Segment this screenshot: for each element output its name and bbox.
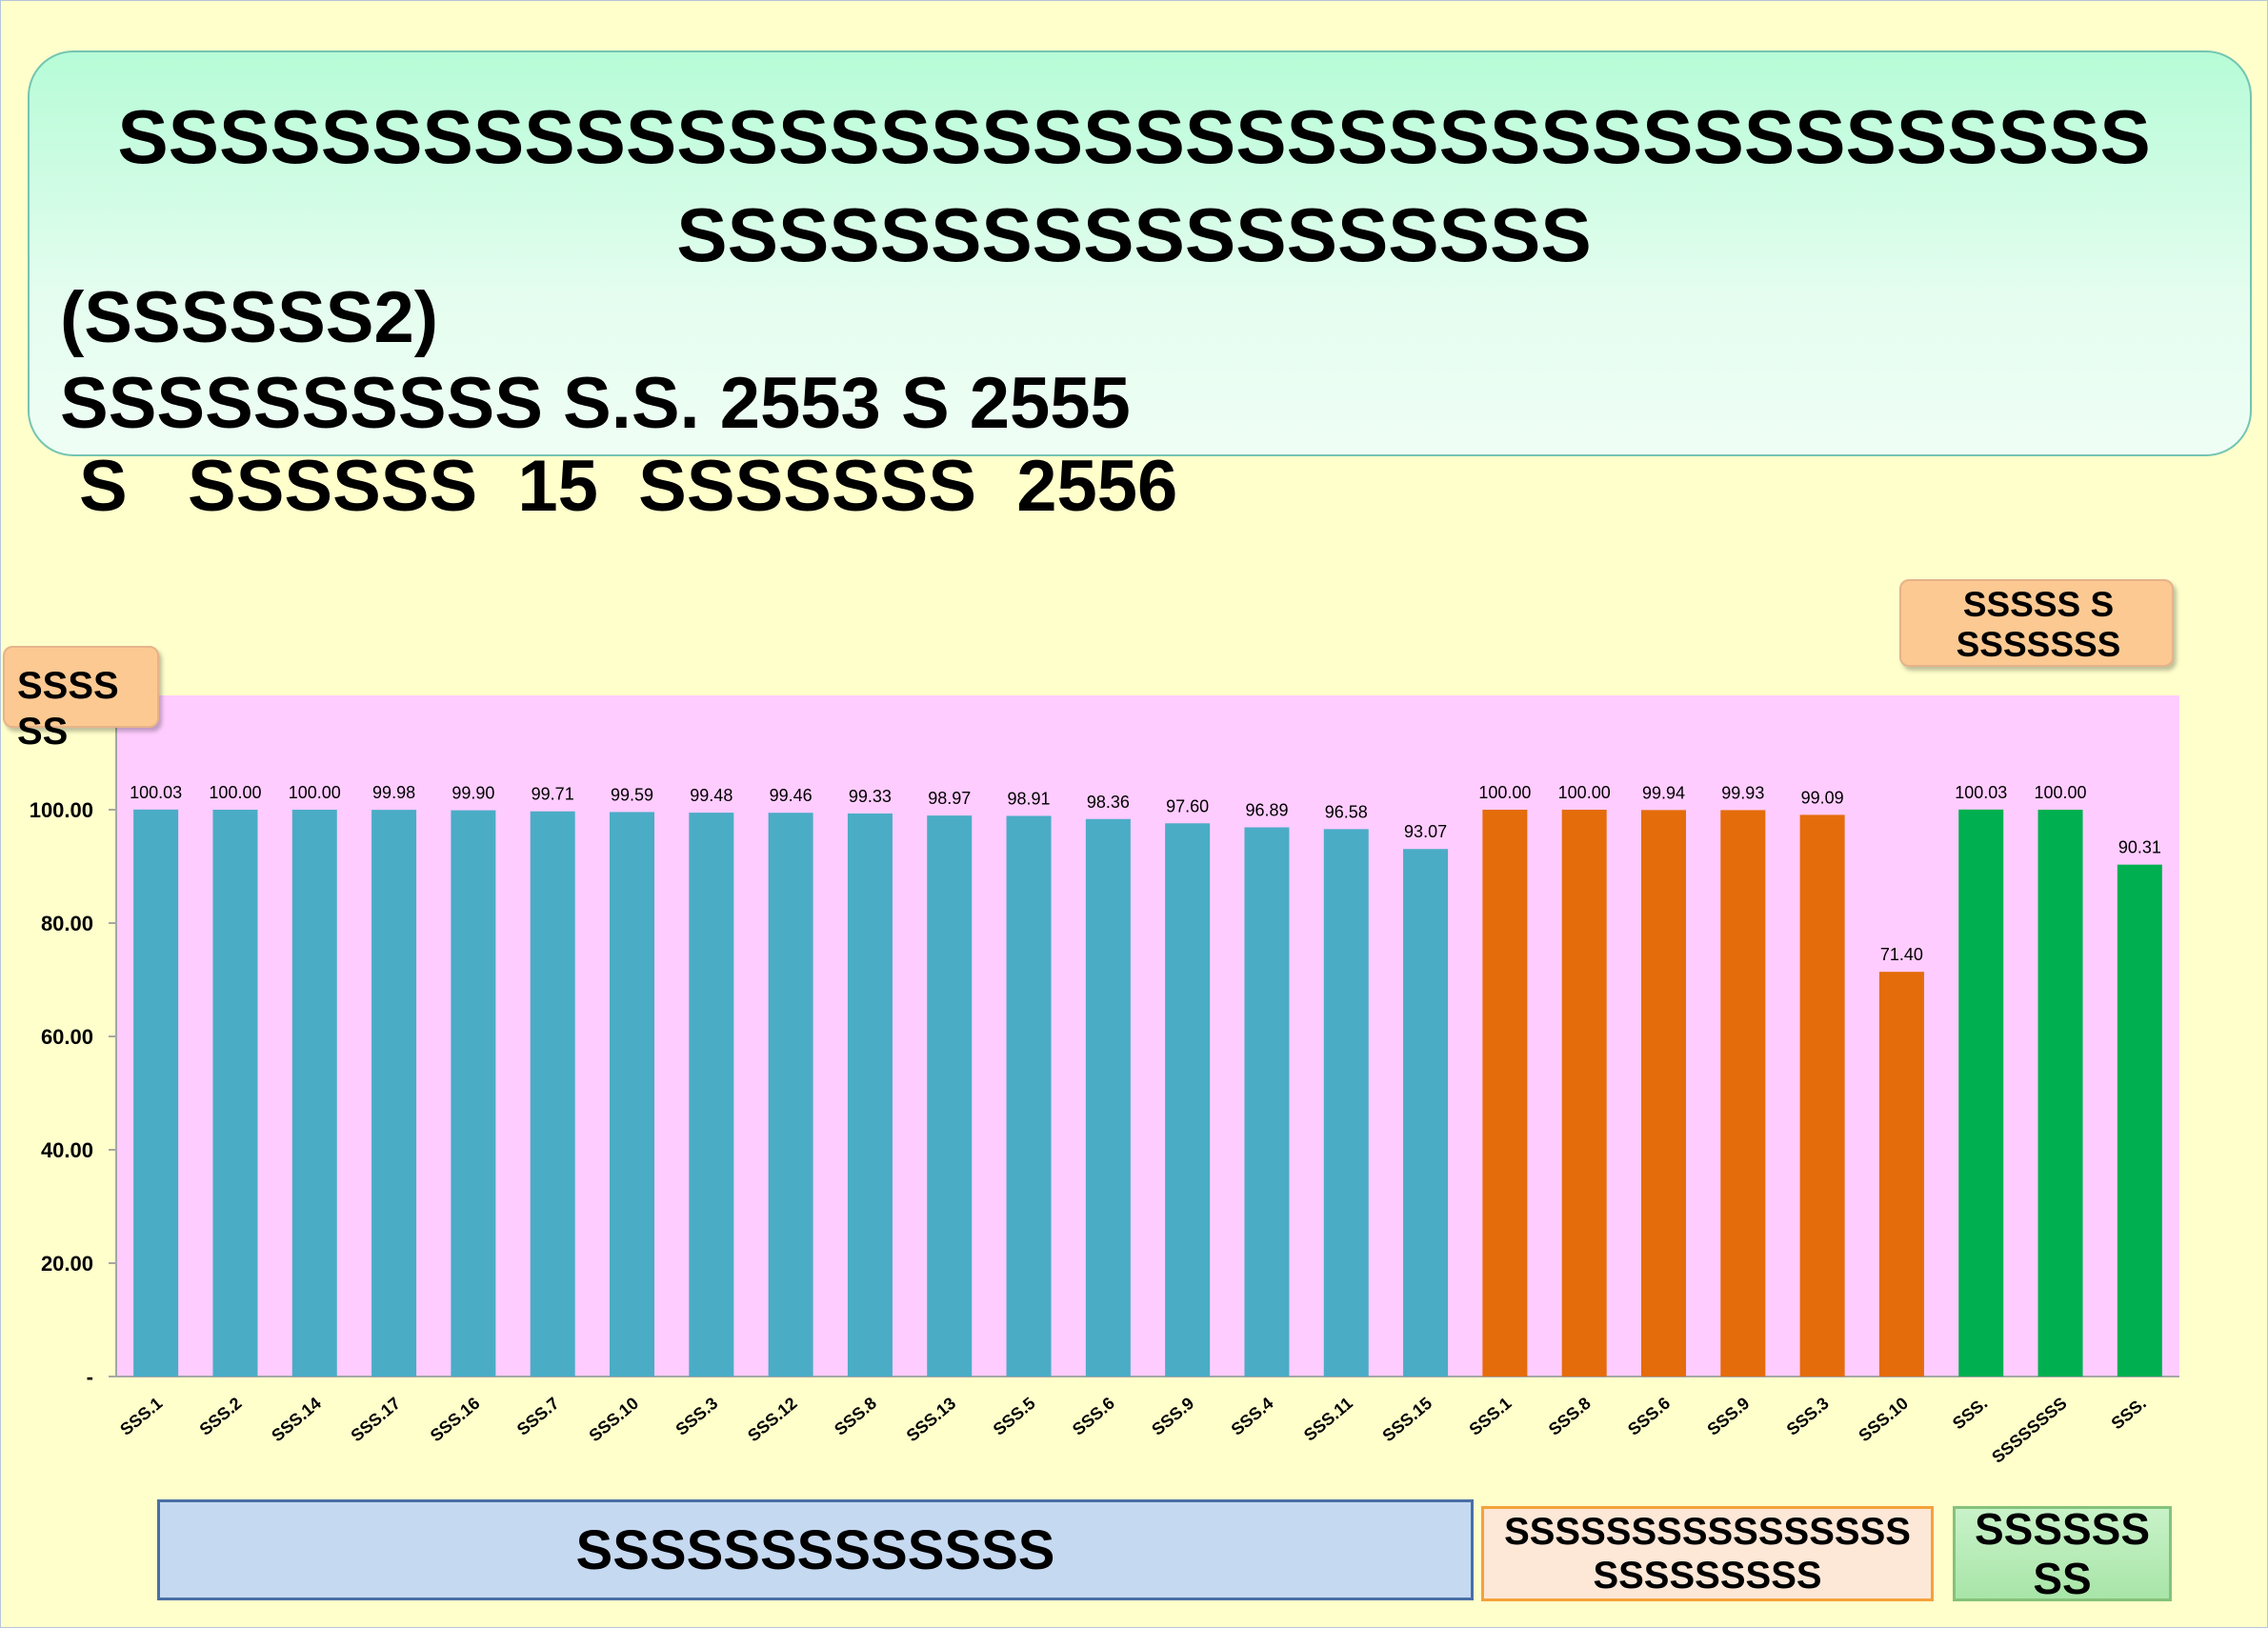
- bar: [1561, 810, 1607, 1377]
- x-tick-label: SSS.9: [1703, 1394, 1753, 1439]
- bar: [133, 809, 179, 1377]
- x-tick-label: SSS.17: [348, 1394, 405, 1446]
- data-label: 100.03: [130, 783, 182, 802]
- x-tick-label: SSS.6: [1069, 1394, 1118, 1439]
- unit-tag: SSSS SS: [3, 646, 159, 753]
- y-tick-label: 80.00: [41, 912, 93, 935]
- bar: [927, 815, 973, 1377]
- x-tick-label: SSS.10: [585, 1394, 642, 1446]
- x-tick-label: SSS.2: [196, 1394, 246, 1439]
- bar: [212, 810, 258, 1377]
- bar: [2117, 864, 2162, 1377]
- group-label-1: SSSSSSSSSSSSS: [157, 1499, 1474, 1600]
- bar: [371, 810, 417, 1377]
- x-tick-label: SSS.: [2108, 1394, 2150, 1434]
- x-tick-label: SSS.14: [268, 1394, 325, 1446]
- bar: [1799, 814, 1845, 1377]
- title-line-3: (SSSSSS2): [60, 277, 439, 358]
- x-tick-label: SSS.15: [1379, 1394, 1436, 1446]
- plot-area: [116, 695, 2179, 1377]
- data-label: 100.00: [2035, 783, 2087, 802]
- y-tick-label: -: [87, 1365, 93, 1389]
- x-tick-label: SSSSSSSS: [1988, 1394, 2070, 1467]
- bar: [291, 810, 337, 1377]
- bar: [847, 813, 893, 1377]
- data-label: 99.48: [690, 786, 733, 805]
- bar: [768, 813, 813, 1377]
- bar: [1085, 818, 1131, 1377]
- x-tick-label: SSS.9: [1148, 1394, 1197, 1439]
- data-label: 99.46: [770, 786, 813, 805]
- bar: [1958, 809, 2004, 1377]
- y-tick-label: 100.00: [30, 798, 93, 822]
- y-tick-label: 60.00: [41, 1025, 93, 1049]
- data-label: 100.00: [209, 783, 261, 802]
- bar: [451, 810, 496, 1377]
- x-tick-label: SSS.5: [990, 1394, 1039, 1439]
- bar: [530, 811, 575, 1377]
- bar: [610, 812, 654, 1377]
- y-tick-label: 40.00: [41, 1138, 93, 1162]
- group-label-3: SSSSSS SS: [1953, 1504, 2172, 1603]
- data-label: 97.60: [1166, 796, 1209, 815]
- target-tag: SSSSS S SSSSSSS: [1899, 579, 2174, 667]
- x-tick-label: SSS.10: [1855, 1394, 1912, 1446]
- bar: [1641, 810, 1686, 1377]
- unit-tag-label: SSSS SS: [17, 665, 119, 753]
- x-tick-label: SSS.7: [513, 1394, 563, 1439]
- bar: [1720, 810, 1766, 1377]
- data-label: 99.98: [372, 783, 415, 802]
- title-panel: [28, 50, 2252, 456]
- bar: [1878, 972, 1924, 1377]
- target-tag-label: SSSSS S SSSSSSS: [1956, 585, 2121, 664]
- data-label: 99.93: [1721, 783, 1764, 802]
- x-tick-label: SSS.3: [1783, 1394, 1833, 1439]
- bar: [2037, 810, 2083, 1377]
- title-line-2: SSSSSSSSSSSSSSSSSS: [676, 192, 1592, 277]
- data-label: 96.58: [1325, 802, 1368, 821]
- x-tick-label: SSS.13: [903, 1394, 960, 1446]
- data-label: 100.00: [289, 783, 341, 802]
- x-tick-label: SSS.1: [116, 1394, 166, 1439]
- data-label: 96.89: [1245, 801, 1288, 820]
- title-line-5: S SSSSSS 15 SSSSSSS 2556: [79, 446, 1178, 527]
- data-label: 99.94: [1642, 783, 1685, 802]
- x-tick-label: SSS.11: [1300, 1394, 1356, 1445]
- data-label: 100.00: [1558, 783, 1611, 802]
- x-tick-label: SSS.3: [672, 1394, 721, 1439]
- data-label: 98.91: [1008, 789, 1051, 808]
- data-label: 100.03: [1955, 783, 2007, 802]
- bar: [689, 813, 734, 1377]
- x-tick-label: SSS.8: [831, 1394, 880, 1439]
- data-label: 99.59: [611, 785, 653, 804]
- y-tick-label: 20.00: [41, 1252, 93, 1276]
- x-tick-label: SSS.: [1949, 1394, 1991, 1434]
- data-label: 99.33: [849, 787, 892, 806]
- data-label: 90.31: [2118, 838, 2161, 857]
- data-label: 99.90: [452, 784, 494, 803]
- x-tick-label: SSS.4: [1228, 1394, 1277, 1439]
- x-tick-label: SSS.1: [1466, 1394, 1515, 1439]
- x-tick-label: SSS.6: [1624, 1394, 1674, 1439]
- data-label: 98.97: [928, 789, 971, 808]
- x-tick-label: SSS.12: [744, 1394, 801, 1446]
- bar: [1403, 849, 1449, 1377]
- data-label: 98.36: [1087, 793, 1130, 812]
- data-label: 100.00: [1478, 783, 1531, 802]
- data-label: 71.40: [1880, 945, 1923, 964]
- data-label: 99.09: [1801, 788, 1844, 807]
- bar: [1165, 823, 1211, 1377]
- group-label-2: SSSSSSSSSSSSSSSS SSSSSSSSS: [1481, 1506, 1934, 1601]
- x-tick-label: SSS.8: [1545, 1394, 1595, 1439]
- bar: [1244, 827, 1290, 1377]
- data-label: 93.07: [1404, 822, 1447, 841]
- title-line-4: SSSSSSSSSS S.S. 2553 S 2555: [60, 363, 1131, 444]
- x-tick-label: SSS.16: [427, 1394, 484, 1446]
- data-label: 99.71: [532, 785, 574, 804]
- bar: [1482, 810, 1528, 1377]
- title-line-1: SSSSSSSSSSSSSSSSSSSSSSSSSSSSSSSSSSSSSSSS: [117, 94, 2151, 179]
- bar: [1006, 815, 1052, 1377]
- bar: [1323, 829, 1369, 1377]
